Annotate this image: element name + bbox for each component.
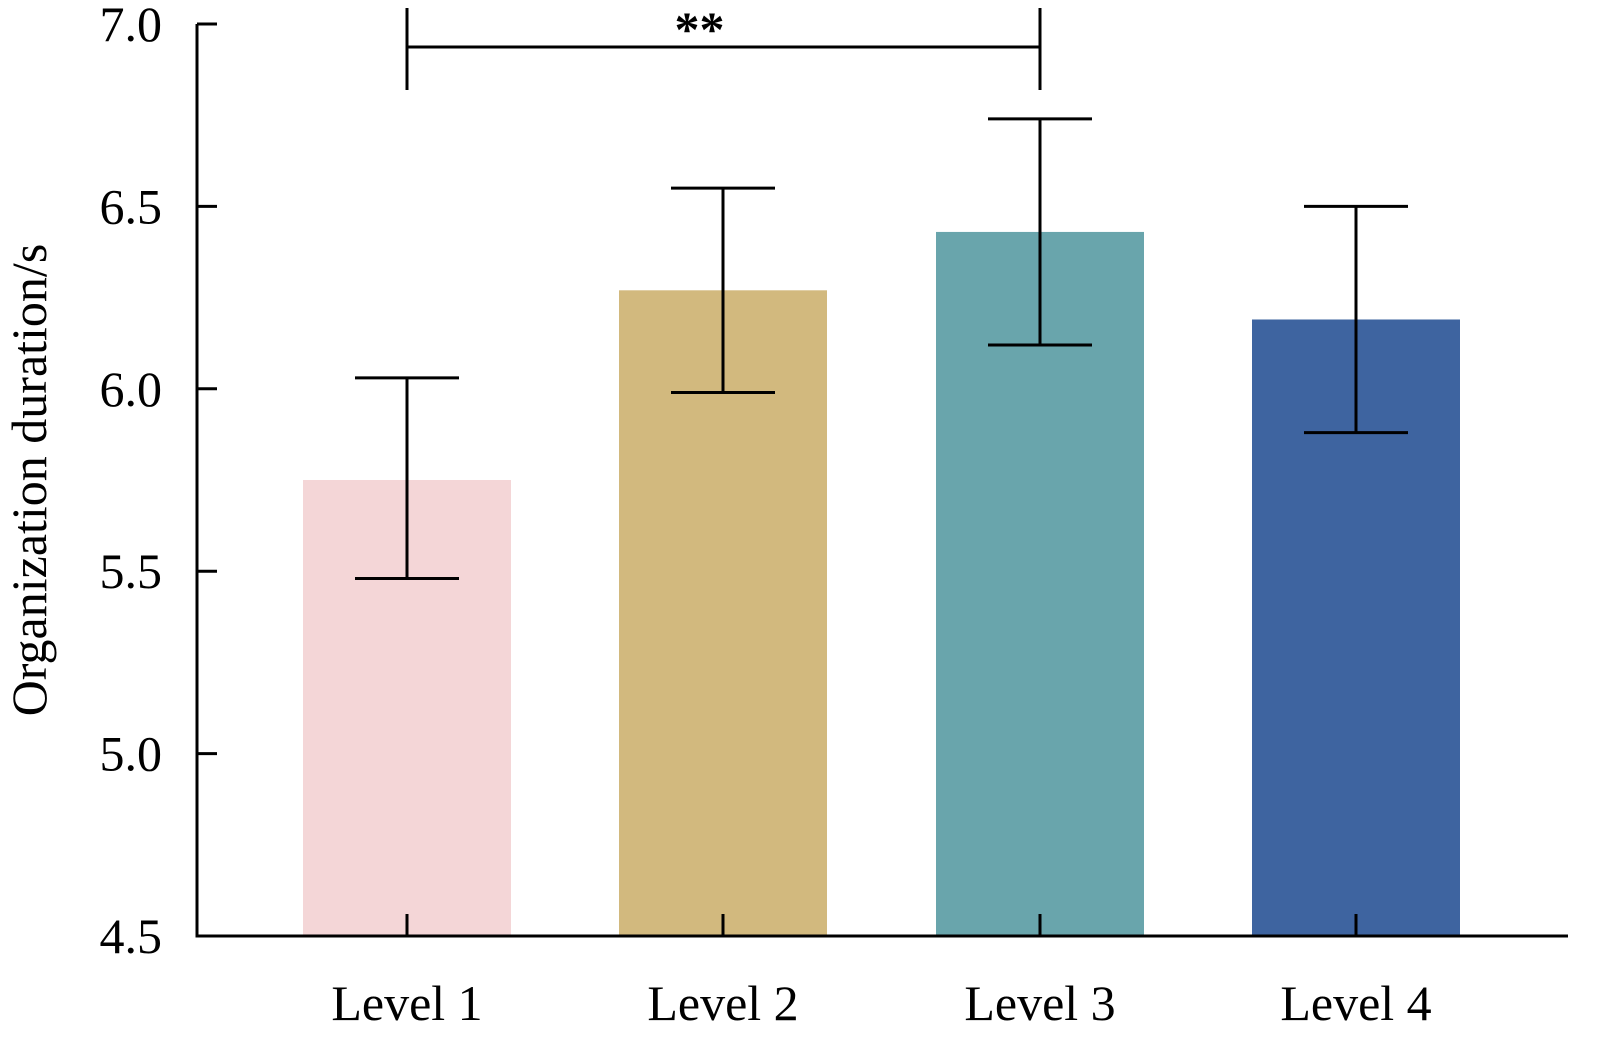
y-tick-label: 4.5 (100, 908, 163, 964)
y-tick-label: 6.5 (100, 178, 163, 234)
y-tick-label: 7.0 (100, 0, 163, 52)
bar-2 (619, 290, 827, 937)
x-tick-label: Level 1 (331, 975, 482, 1031)
x-tick-label: Level 4 (1280, 975, 1431, 1031)
x-tick-label: Level 3 (964, 975, 1115, 1031)
y-tick-label: 5.5 (100, 543, 163, 599)
y-tick-label: 6.0 (100, 361, 163, 417)
x-tick-label: Level 2 (647, 975, 798, 1031)
bar-3 (936, 231, 1144, 936)
y-axis-label: Organization duration/s (1, 244, 57, 717)
significance-label: ** (675, 1, 725, 57)
y-tick-label: 5.0 (100, 726, 163, 782)
